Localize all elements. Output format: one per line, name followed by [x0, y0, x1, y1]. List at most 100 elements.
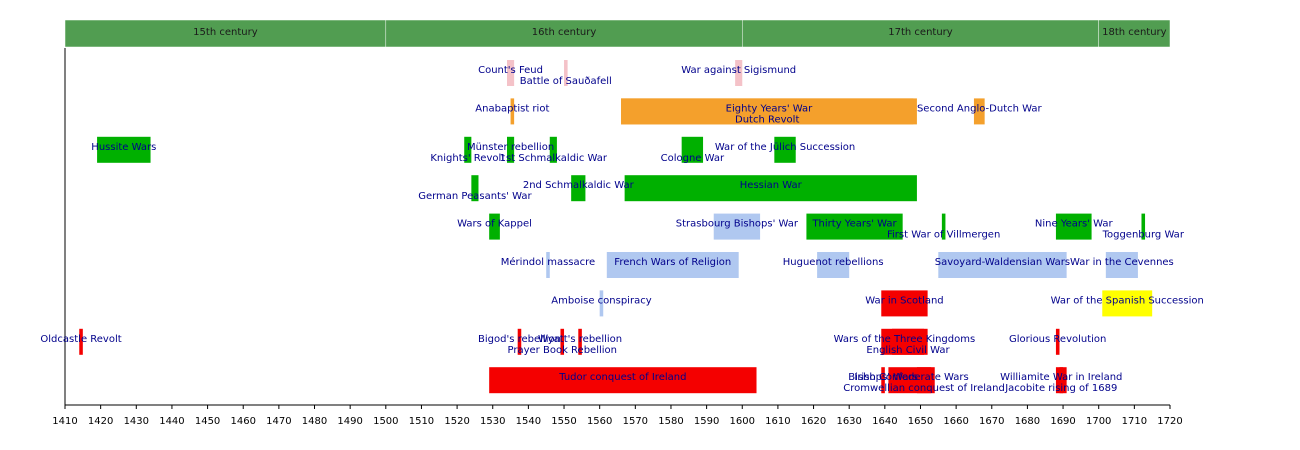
event-bar [1141, 213, 1146, 240]
event-bar [510, 98, 515, 125]
x-tick-label: 1590 [694, 416, 719, 427]
x-tick-label: 1420 [88, 416, 113, 427]
event-label: Prayer Book Rebellion [508, 345, 617, 356]
x-tick-label: 1680 [1015, 416, 1040, 427]
event-bar [560, 328, 565, 355]
event-bar [549, 136, 557, 163]
event-bar [578, 328, 582, 355]
x-tick-label: 1530 [480, 416, 505, 427]
event-bar [606, 252, 739, 278]
event-bar [1105, 252, 1138, 278]
event-bar [599, 290, 604, 317]
event-bar [817, 252, 850, 278]
event-bar [916, 367, 932, 394]
event-label: Dutch Revolt [735, 114, 799, 125]
event-label: 2nd Schmalkaldic War [523, 180, 635, 191]
event-bar [1055, 213, 1092, 240]
x-tick-label: 1470 [266, 416, 291, 427]
event-label: Toggenburg War [1102, 230, 1185, 241]
event-bar [881, 290, 928, 317]
x-tick-label: 1450 [195, 416, 220, 427]
x-tick-label: 1410 [52, 416, 77, 427]
event-bar [564, 60, 568, 86]
event-label: Amboise conspiracy [551, 295, 651, 306]
x-tick-label: 1710 [1122, 416, 1147, 427]
event-label: Wars of the Three Kingdoms [834, 334, 976, 345]
x-tick-label: 1540 [516, 416, 541, 427]
event-label: Eighty Years' War [726, 103, 813, 114]
event-bar [1055, 328, 1060, 355]
event-label: Second Anglo-Dutch War [917, 103, 1043, 114]
event-bar [806, 213, 903, 240]
x-tick-label: 1670 [979, 416, 1004, 427]
event-bar [571, 175, 586, 202]
event-bar [973, 98, 985, 125]
event-label: War of the Jülich Succession [715, 142, 855, 153]
x-tick-label: 1650 [908, 416, 933, 427]
event-label: Bigod's rebellion [478, 334, 561, 345]
event-bar [621, 98, 914, 125]
event-bar [774, 136, 796, 163]
event-label: Mérindol massacre [501, 256, 595, 268]
x-tick-label: 1700 [1086, 416, 1111, 427]
event-bar [97, 136, 151, 163]
event-bar [1102, 290, 1153, 317]
x-tick-label: 1460 [230, 416, 255, 427]
x-tick-label: 1560 [587, 416, 612, 427]
event-bar [79, 328, 83, 355]
event-bar [489, 367, 757, 394]
x-tick-label: 1720 [1157, 416, 1182, 427]
event-label: War in the Cevennes [1070, 257, 1174, 268]
event-label: Glorious Revolution [1009, 334, 1106, 345]
event-label: Battle of Sauðafell [520, 76, 612, 87]
event-bar [1059, 367, 1064, 394]
x-tick-label: 1520 [444, 416, 469, 427]
event-label: First War of Villmergen [887, 230, 1000, 241]
event-label: French Wars of Religion [614, 257, 731, 268]
x-tick-label: 1570 [623, 416, 648, 427]
period-band [1098, 19, 1171, 48]
event-label: Knights' Revolt [430, 153, 505, 164]
x-tick-label: 1620 [801, 416, 826, 427]
x-tick-label: 1510 [409, 416, 434, 427]
x-tick-label: 1430 [124, 416, 149, 427]
event-label: Thirty Years' War [811, 219, 897, 230]
event-label: Hussite Wars [91, 142, 156, 153]
event-label: English Civil War [866, 345, 950, 356]
x-tick-label: 1550 [551, 416, 576, 427]
event-label: War of the Spanish Succession [1051, 295, 1204, 306]
x-tick-label: 1440 [159, 416, 184, 427]
x-tick-label: 1610 [765, 416, 790, 427]
event-bar [881, 367, 885, 394]
period-band [385, 19, 743, 48]
period-band [742, 19, 1099, 48]
event-label: 1st Schmalkaldic War [500, 153, 608, 164]
event-label: Count's Feud [478, 65, 543, 76]
event-bar [507, 60, 515, 86]
period-label: 18th century [1102, 27, 1167, 38]
event-label: Wars of Kappel [457, 219, 532, 230]
event-label: War in Scotland [865, 295, 943, 306]
event-label: Savoyard-Waldensian Wars [935, 257, 1070, 268]
event-bar [471, 175, 479, 202]
event-label: Hessian War [740, 180, 803, 191]
event-bar [941, 213, 946, 240]
event-bar [713, 213, 761, 240]
event-bar [546, 252, 550, 278]
event-label: Huguenot rebellions [783, 257, 884, 268]
x-tick-label: 1640 [872, 416, 897, 427]
x-tick-label: 1580 [658, 416, 683, 427]
event-label: Jacobite rising of 1689 [1004, 383, 1117, 394]
event-bar [464, 136, 472, 163]
period-label: 16th century [532, 27, 597, 38]
event-label: Cologne War [661, 153, 725, 164]
event-label: Oldcastle Revolt [40, 334, 121, 345]
event-label: Williamite War in Ireland [1000, 372, 1122, 383]
event-label: German Peasants' War [418, 191, 532, 202]
event-label: Irish Confederate Wars [854, 372, 968, 383]
event-bar [681, 136, 704, 163]
x-tick-label: 1660 [943, 416, 968, 427]
event-label: Strasbourg Bishops' War [676, 219, 799, 230]
event-bar [489, 213, 500, 240]
